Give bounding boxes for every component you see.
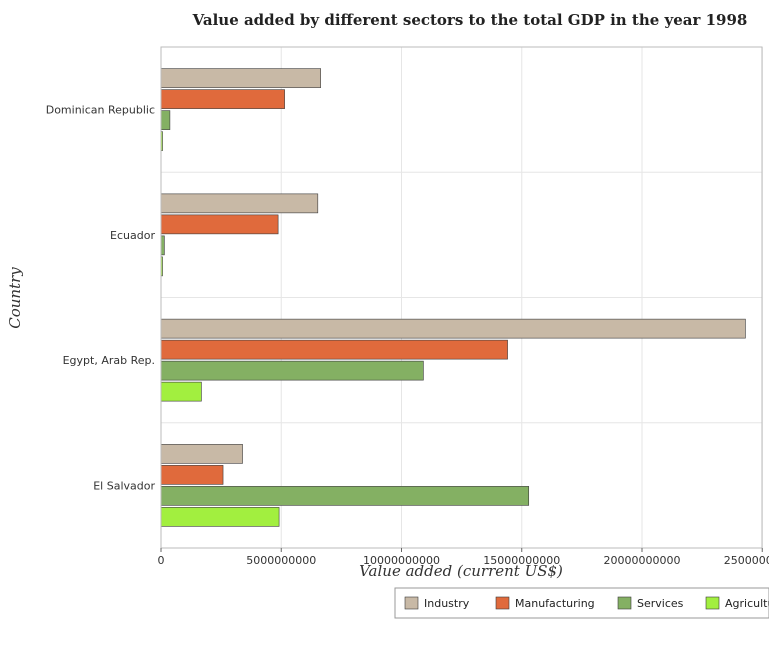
legend-label-agriculture: Agriculture — [725, 597, 769, 610]
y-tick-label: Egypt, Arab Rep. — [63, 354, 155, 367]
x-tick-label: 5000000000 — [246, 554, 316, 567]
x-tick-labels: 0 5000000000 10000000000 15000000000 2000000… — [158, 548, 769, 567]
bar-services-3 — [160, 360, 424, 381]
bar-manufacturing-2 — [160, 214, 279, 235]
y-tick-label: Dominican Republic — [46, 104, 155, 117]
y-tick-labels: Dominican Republic Ecuador Egypt, Arab Rep… — [46, 104, 156, 493]
bar-industry-1 — [160, 68, 321, 88]
bar-industry-2 — [160, 193, 319, 214]
legend-swatch-manufacturing — [495, 596, 510, 610]
bar-industry-3 — [160, 318, 746, 339]
legend-swatch-services — [617, 596, 632, 610]
bar-agriculture-3 — [160, 381, 202, 402]
bar-services-1 — [160, 110, 171, 130]
legend-swatch-agriculture — [705, 596, 720, 610]
x-tick-label: 25000000000 — [724, 554, 769, 567]
grid — [160, 46, 763, 549]
x-tick-label: 15000000000 — [483, 554, 560, 567]
y-axis-title: Country — [6, 267, 24, 329]
x-tick-label: 20000000000 — [604, 554, 681, 567]
bar-manufacturing-4 — [160, 465, 224, 485]
legend-label-industry: Industry — [424, 597, 470, 610]
legend-label-manufacturing: Manufacturing — [515, 597, 595, 610]
bar-manufacturing-3 — [160, 339, 508, 360]
x-tick-label: 10000000000 — [363, 554, 440, 567]
bar-agriculture-4 — [160, 507, 280, 527]
legend: Industry Manufacturing Services Agriculture — [394, 587, 769, 619]
bar-manufacturing-1 — [160, 89, 285, 109]
y-tick-label: Ecuador — [110, 229, 155, 242]
x-tick-label: 0 — [158, 554, 165, 567]
plot-area-frame — [160, 46, 763, 549]
bars — [160, 68, 746, 527]
legend-label-services: Services — [637, 597, 684, 610]
chart-title: Value added by different sectors to the … — [192, 11, 748, 29]
x-axis-title: Value added (current US$) — [359, 562, 563, 580]
y-tick-label: El Salvador — [93, 479, 155, 492]
bar-services-2 — [160, 235, 165, 256]
legend-swatch-industry — [404, 596, 419, 610]
bar-services-4 — [160, 486, 530, 506]
bar-industry-4 — [160, 444, 243, 464]
